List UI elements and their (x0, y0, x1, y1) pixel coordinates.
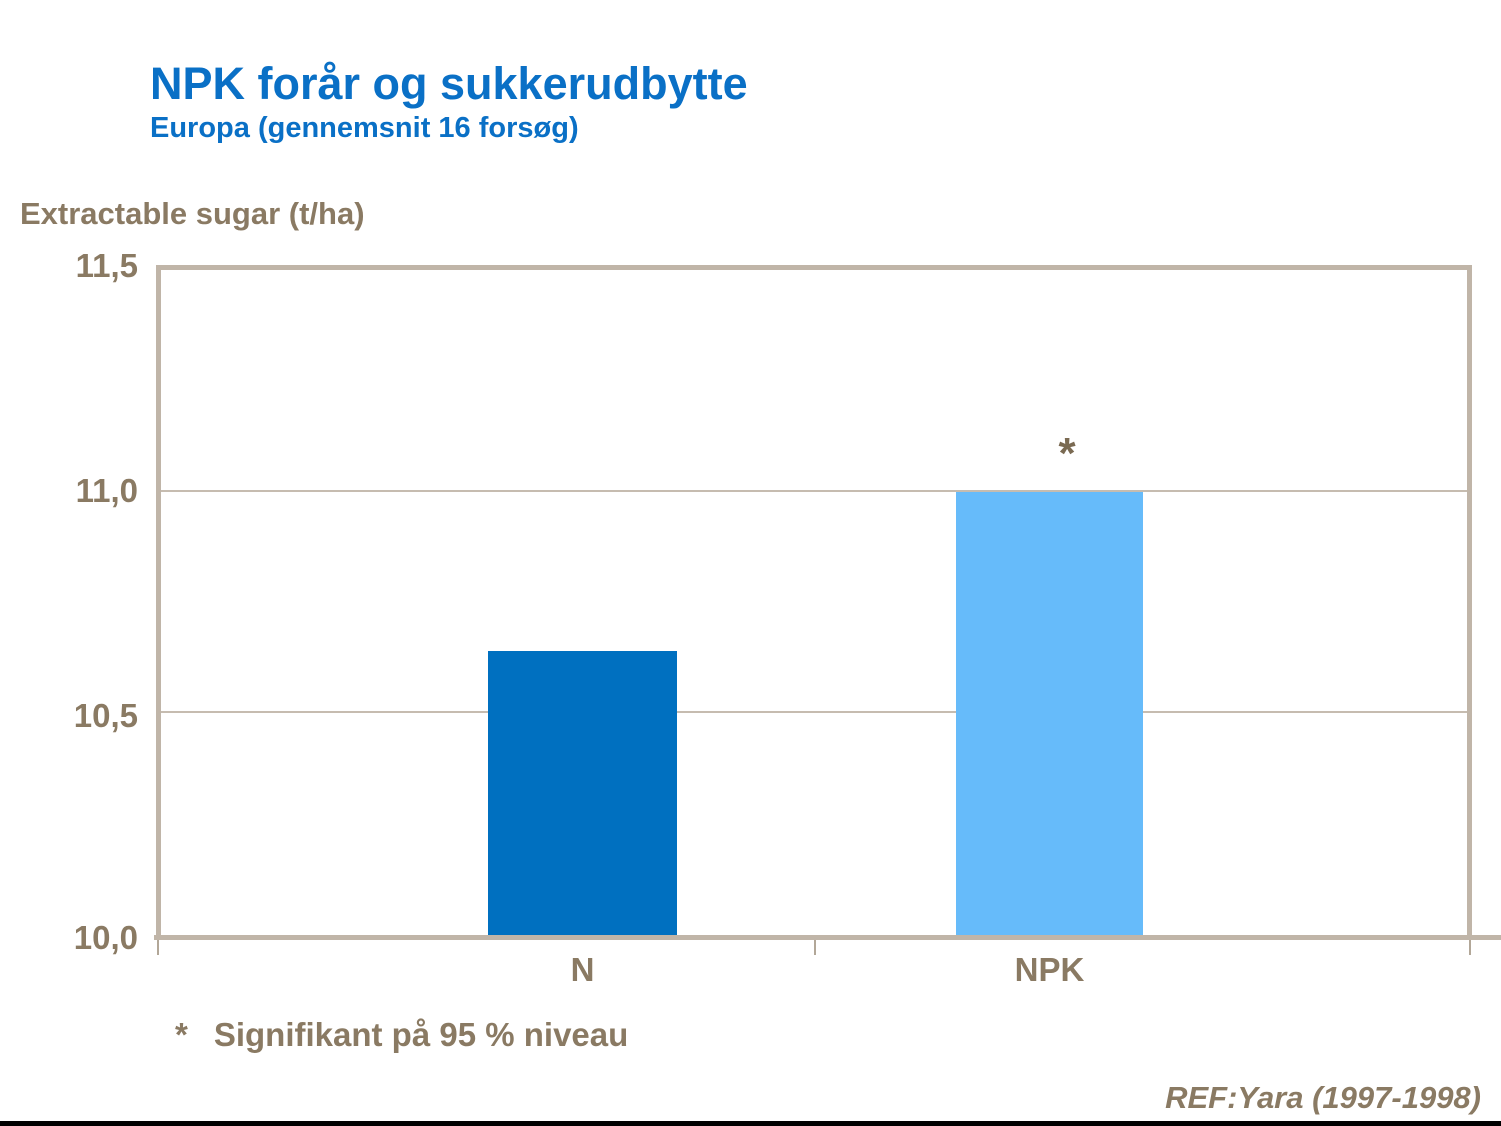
ytick-label-11-5: 11,5 (75, 247, 138, 284)
x-label-n: N (570, 951, 595, 988)
reference-text: REF:Yara (1997-1998) (1165, 1080, 1481, 1115)
x-axis-tick-right (1469, 940, 1471, 955)
x-axis-line (154, 935, 1501, 940)
footnote: * Signifikant på 95 % niveau (175, 1016, 628, 1054)
x-label-npk: NPK (1014, 951, 1085, 988)
gridline-10-5 (161, 711, 1467, 713)
slide-bottom-border (0, 1121, 1501, 1126)
footnote-asterisk: * (175, 1016, 188, 1053)
ytick-label-10-0: 10,0 (73, 919, 138, 956)
ytick-label-11-0: 11,0 (75, 472, 138, 509)
footnote-text: Signifikant på 95 % niveau (213, 1016, 629, 1053)
slide-subtitle: Europa (gennemsnit 16 forsøg) (150, 112, 579, 144)
significance-asterisk: * (1058, 429, 1076, 478)
x-axis-tick-left (157, 940, 159, 955)
ytick-label-10-5: 10,5 (73, 697, 138, 734)
plot-area (156, 265, 1472, 935)
x-axis-tick-middle (814, 940, 816, 955)
slide-title: NPK forår og sukkerudbytte (150, 58, 748, 109)
plot-inner (161, 270, 1467, 935)
y-axis-title: Extractable sugar (t/ha) (20, 196, 365, 231)
bar-n (488, 651, 677, 935)
bar-npk (956, 492, 1143, 935)
gridline-11 (161, 490, 1467, 492)
